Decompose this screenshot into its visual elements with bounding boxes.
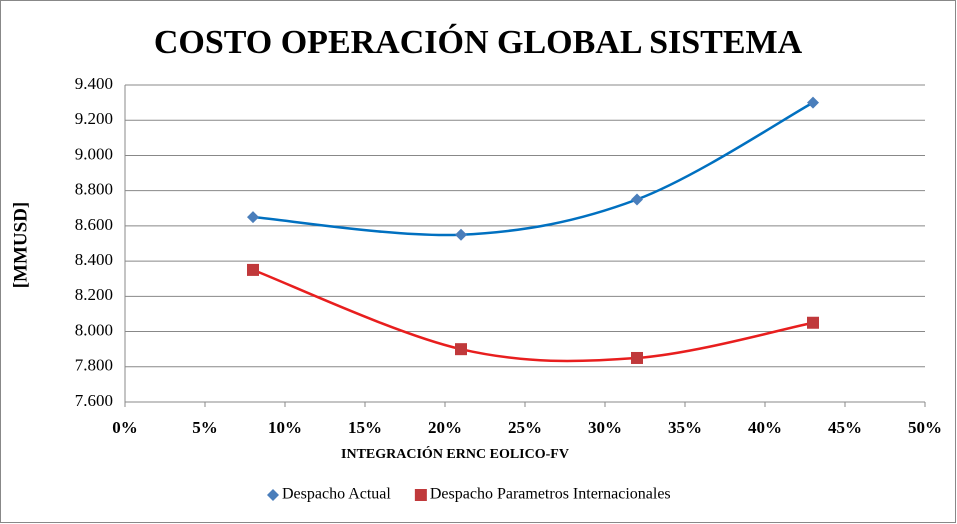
x-tick-label: 20% — [428, 418, 462, 437]
x-tick-label: 5% — [192, 418, 218, 437]
x-tick-label: 30% — [588, 418, 622, 437]
y-tick-label: 8.200 — [75, 285, 113, 304]
marker — [631, 193, 643, 206]
y-axis-label: [MMUSD] — [10, 202, 31, 289]
y-tick-label: 8.400 — [75, 250, 113, 269]
legend-label: Despacho Actual — [282, 486, 391, 503]
y-tick-label: 9.000 — [75, 144, 113, 163]
x-tick-label: 0% — [112, 418, 138, 437]
y-tick-label: 9.200 — [75, 109, 113, 128]
x-tick-label: 40% — [748, 418, 782, 437]
y-tick-label: 7.600 — [75, 391, 113, 410]
legend-label: Despacho Parametros Internacionales — [430, 486, 671, 503]
marker — [455, 343, 467, 356]
x-tick-label: 35% — [668, 418, 702, 437]
y-tick-label: 8.000 — [75, 320, 113, 339]
chart-title: COSTO OPERACIÓN GLOBAL SISTEMA — [154, 23, 803, 61]
x-tick-label: 15% — [348, 418, 382, 437]
x-tick-label: 45% — [828, 418, 862, 437]
y-tick-label: 8.600 — [75, 215, 113, 234]
marker — [455, 228, 467, 241]
marker — [807, 316, 819, 329]
legend-marker — [414, 489, 427, 501]
y-tick-label: 7.800 — [75, 356, 113, 375]
y-tick-label: 8.800 — [75, 180, 113, 199]
marker — [247, 263, 259, 276]
y-tick-label: 9.400 — [75, 74, 113, 93]
marker — [631, 351, 643, 364]
x-axis-label: INTEGRACIÓN ERNC EOLICO-FV — [341, 445, 569, 462]
legend-marker — [267, 489, 279, 501]
series-line — [252, 268, 814, 363]
marker — [807, 96, 819, 109]
series-line — [252, 101, 814, 237]
marker — [247, 211, 259, 224]
x-tick-label: 50% — [908, 418, 942, 437]
x-tick-label: 25% — [508, 418, 542, 437]
x-tick-label: 10% — [268, 418, 302, 437]
